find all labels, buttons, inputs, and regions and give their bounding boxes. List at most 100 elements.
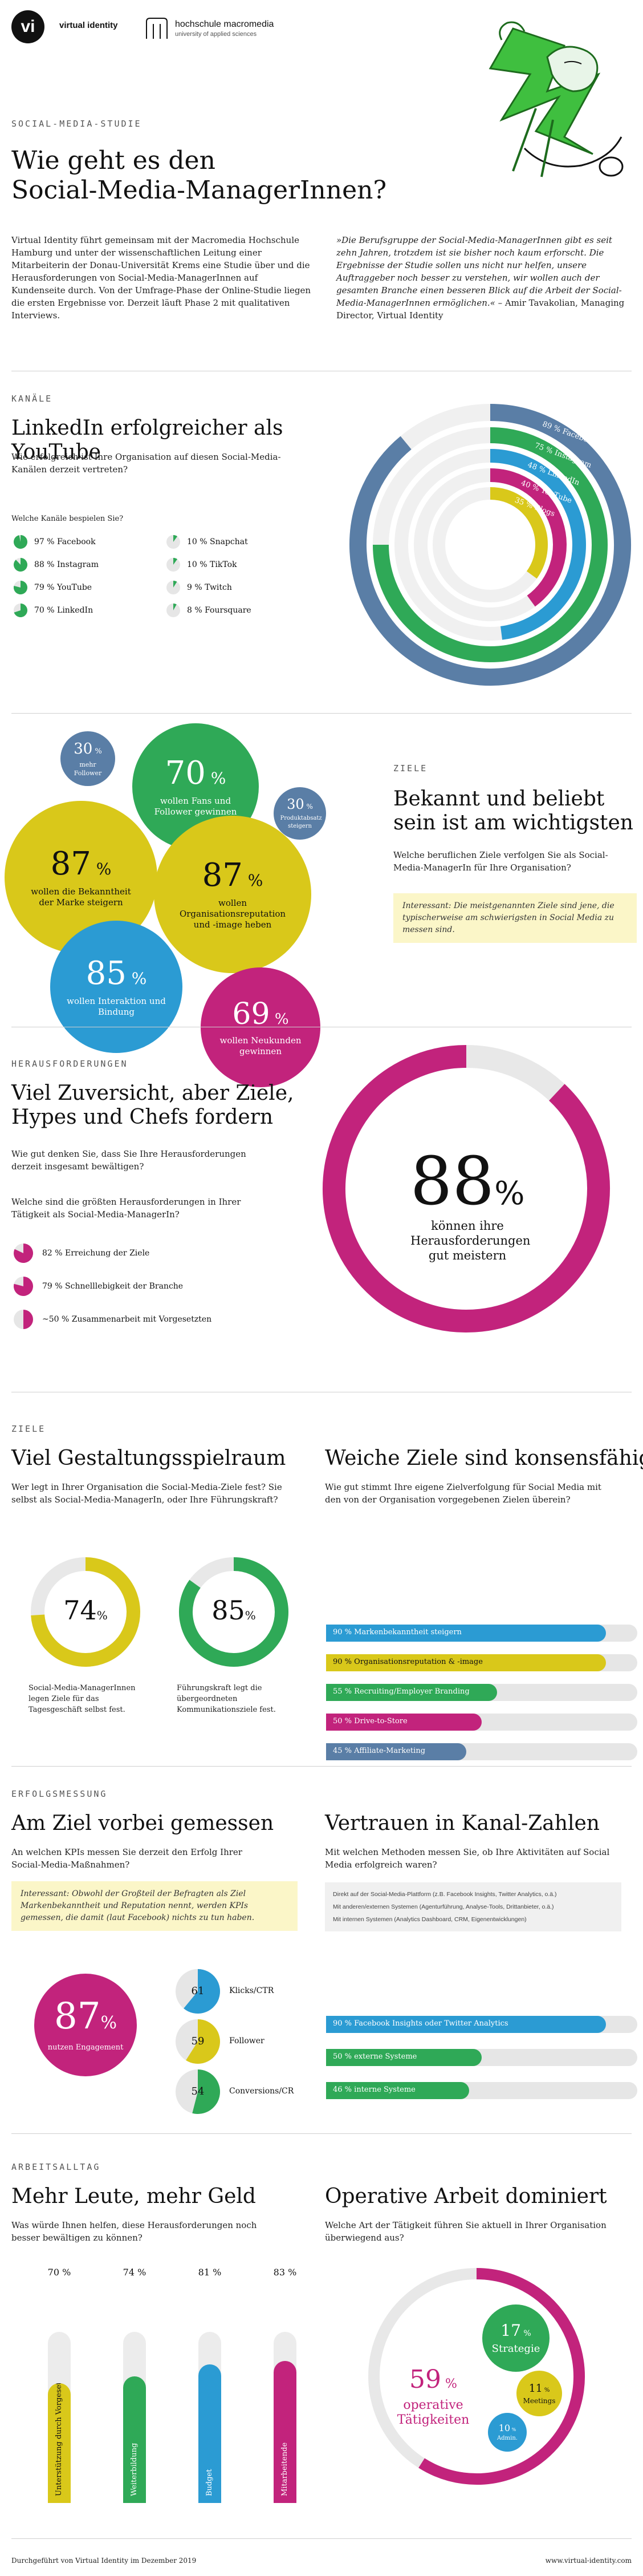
macromedia-logo[interactable]: hochschule macromedia university of appl…	[145, 17, 294, 42]
herausforderungen-title: Viel Zuversicht, aber Ziele, Hypes und C…	[11, 1082, 319, 1129]
arbeitsalltag-title-right: Operative Arbeit dominiert	[325, 2185, 607, 2208]
radial-bar-linkedin	[490, 449, 586, 640]
konsens-bar-0	[326, 1625, 607, 1642]
goal-bubble-label-2: Produktabsatz steigern	[280, 815, 322, 829]
channel-pie-1	[14, 558, 27, 572]
erfolg-kicker: ERFOLGSMESSUNG	[11, 1789, 108, 1799]
challenge-pie-0	[14, 1244, 33, 1263]
ziele2-title-right: Weiche Ziele sind konsensfähig	[325, 1447, 643, 1470]
konsens-bar-track-1: 90 % Organisationsreputation & -image	[326, 1654, 637, 1671]
activity-bubble-unit-1: %	[520, 2329, 531, 2338]
channel-pie-3	[14, 604, 27, 617]
konsens-bar-label-4: 45 % Affiliate-Marketing	[333, 1747, 426, 1755]
goal-bubble-value-1: 70 %	[165, 754, 226, 792]
activity-bubble-2: 11 % Meetings	[516, 2371, 562, 2416]
methoden-bar-label-2: 46 % interne Systeme	[333, 2085, 416, 2094]
konsens-bar-label-2: 55 % Recruiting/Employer Branding	[333, 1687, 470, 1696]
konsens-bar-1	[326, 1654, 607, 1671]
goal-bubble-0: 30 % mehr Follower	[60, 731, 115, 786]
herausforderungen-question-2: Welche sind die größten Herausforderunge…	[11, 1197, 241, 1220]
help-bar-1: Weiterbildung	[123, 2376, 146, 2503]
donut-85-value: 85	[211, 1595, 245, 1626]
activity-bubble-value-3: 10 %	[498, 2422, 516, 2433]
help-bar-pct-2: 81 %	[198, 2267, 222, 2278]
arbeitsalltag-question-left: Was würde Ihnen helfen, diese Herausford…	[11, 2220, 257, 2243]
activity-ring-arc	[418, 2268, 585, 2485]
help-bar-pct-1: 74 %	[123, 2267, 146, 2278]
channel-pie-0-slice	[14, 535, 27, 549]
donut-74-text: Social-Media-ManagerInnen legen Ziele fü…	[29, 1684, 136, 1714]
page-title: Wie geht es den Social-Media-ManagerInne…	[11, 146, 386, 205]
ziele2-question-left: Wer legt in Ihrer Organisation die Socia…	[11, 1482, 282, 1505]
konsens-bar-label-0: 90 % Markenbekanntheit steigern	[333, 1628, 462, 1637]
divider-5	[11, 1766, 632, 1767]
activity-bubble-value-1: 17 %	[500, 2321, 531, 2340]
divider-2	[11, 713, 632, 714]
activity-main-label: 59 % operative Tätigkeiten	[393, 2366, 473, 2428]
goal-bubble-unit-4: %	[242, 871, 263, 890]
mastery-value: 88	[410, 1143, 495, 1220]
channel-pie-1-slice	[14, 558, 27, 572]
channel-pie-6-slice	[173, 581, 177, 588]
help-bar-0: Unterstützung durch Vorgesetzte	[48, 2383, 71, 2503]
mastery-gauge-label: 88% können ihre Herausforderungen gut me…	[353, 1149, 581, 1263]
page-title-line-1: Wie geht es den	[11, 146, 215, 175]
kpi-pie-1-slice	[186, 2019, 220, 2064]
donut-85-label: 85%	[177, 1595, 291, 1626]
channel-pie-2	[14, 581, 27, 594]
goal-bubble-label-4: wollen Organisationsreputation und -imag…	[179, 898, 286, 930]
activity-bubble-1: 17 % Strategie	[482, 2304, 550, 2372]
kpi-pie-value-1: 59	[191, 2035, 205, 2047]
methods-notes-box: Direkt auf der Social-Media-Plattform (z…	[325, 1882, 621, 1931]
konsens-bar-label-3: 50 % Drive-to-Store	[333, 1717, 408, 1726]
kanaele-legend-title: Welche Kanäle bespielen Sie?	[11, 515, 124, 523]
method-note-3: Mit internen Systemen (Analytics Dashboa…	[333, 1916, 527, 1923]
radial-bar-blogs	[490, 487, 548, 579]
kpi-pie-value-0: 61	[191, 1985, 205, 1997]
channel-pie-4-slice	[173, 535, 178, 542]
challenge-pie-1-slice	[14, 1277, 33, 1296]
goal-bubble-value-6: 69 %	[232, 997, 289, 1031]
help-bar-3: Mitarbeitende	[274, 2361, 296, 2503]
channel-pie-label-1: 88 % Instagram	[34, 560, 99, 569]
arbeitsalltag-title-left: Mehr Leute, mehr Geld	[11, 2185, 256, 2208]
channel-pie-label-2: 79 % YouTube	[34, 583, 92, 592]
erfolg-title-right: Vertrauen in Kanal-Zahlen	[325, 1812, 600, 1835]
goal-bubble-unit-3: %	[91, 859, 112, 878]
erfolg-title-left: Am Ziel vorbei gemessen	[11, 1812, 274, 1835]
konsens-bar-label-1: 90 % Organisationsreputation & -image	[333, 1658, 483, 1666]
method-note-1: Direkt auf der Social-Media-Plattform (z…	[333, 1891, 557, 1898]
goal-bubble-value-5: 85 %	[86, 954, 147, 992]
donut-74-arc	[31, 1557, 140, 1667]
erfolg-question-left: An welchen KPIs messen Sie derzeit den E…	[11, 1847, 242, 1870]
konsens-bar-2	[326, 1684, 498, 1701]
methoden-bar-label-1: 50 % externe Systeme	[333, 2052, 417, 2061]
help-bar-label-3: Mitarbeitende	[280, 2442, 289, 2496]
kpi-pie-1	[176, 2019, 220, 2064]
activity-bubble-value-2: 11 %	[528, 2382, 550, 2395]
donut-85-text: Führungskraft legt die übergeordneten Ko…	[177, 1684, 276, 1714]
footer-right[interactable]: www.virtual-identity.com	[545, 2557, 632, 2565]
macromedia-name: hochschule macromedia	[175, 19, 274, 29]
help-bar-label-0: Unterstützung durch Vorgesetzte	[55, 2383, 63, 2496]
herausforderungen-kicker: HERAUSFORDERUNGEN	[11, 1059, 128, 1069]
gauge-arc	[323, 1045, 610, 1332]
activity-ring	[368, 2268, 585, 2485]
donut-85-arc	[179, 1557, 288, 1667]
channel-pie-6	[166, 581, 180, 594]
mastery-unit: %	[494, 1175, 525, 1212]
macromedia-m-icon	[146, 18, 168, 39]
challenge-pie-2-slice	[23, 1310, 33, 1329]
mastery-gauge	[323, 1045, 610, 1332]
channel-pie-label-6: 9 % Twitch	[187, 583, 232, 592]
channel-pie-2-slice	[14, 581, 27, 594]
ziele-note: Interessant: Die meistgenannten Ziele si…	[393, 893, 637, 943]
intro-body: Virtual Identity führt gemeinsam mit der…	[11, 235, 311, 321]
page-title-line-2: Social-Media-ManagerInnen?	[11, 176, 387, 205]
method-note-2: Mit anderen/externen Systemen (Agenturfü…	[333, 1903, 554, 1910]
ziele-question: Welche beruflichen Ziele verfolgen Sie a…	[393, 850, 608, 873]
divider-7	[11, 2538, 632, 2539]
channel-pie-label-5: 10 % TikTok	[187, 560, 237, 569]
kpi-pie-2-slice	[192, 2069, 220, 2114]
